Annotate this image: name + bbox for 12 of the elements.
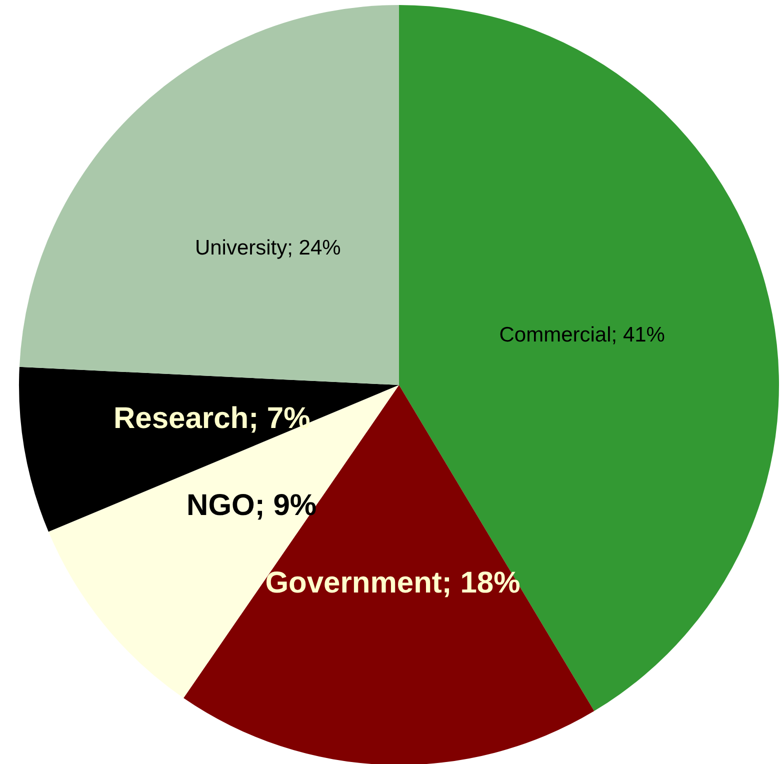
data-label: ; 9% xyxy=(254,488,317,522)
slice-label: Research xyxy=(113,401,249,434)
slice-label: University xyxy=(194,236,288,259)
data-label: ; 41% xyxy=(611,322,665,346)
pie-slice xyxy=(19,366,399,532)
slice-label: Commercial xyxy=(499,322,612,346)
pie-slice xyxy=(19,5,399,385)
data-label: ; 7% xyxy=(248,401,310,434)
slice-label: NGO xyxy=(186,488,255,522)
data-label: ; 24% xyxy=(287,236,341,259)
slice-label: Government xyxy=(265,566,442,599)
data-label: ; 18% xyxy=(442,566,520,599)
